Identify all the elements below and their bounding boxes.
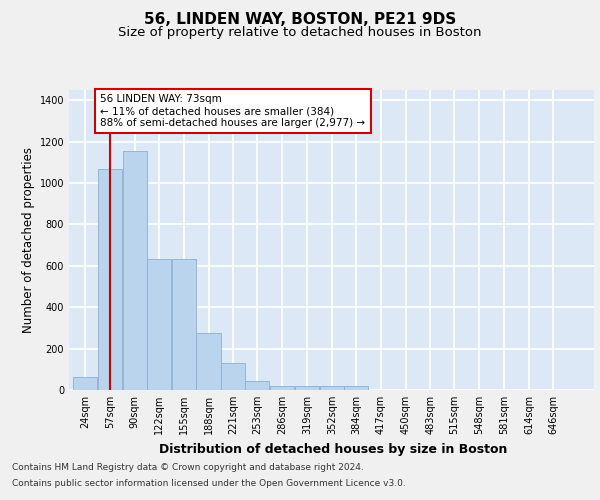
Text: Distribution of detached houses by size in Boston: Distribution of detached houses by size …	[159, 442, 507, 456]
Text: Size of property relative to detached houses in Boston: Size of property relative to detached ho…	[118, 26, 482, 39]
Text: Contains public sector information licensed under the Open Government Licence v3: Contains public sector information licen…	[12, 478, 406, 488]
Bar	[295, 386, 319, 390]
Text: 56, LINDEN WAY, BOSTON, PE21 9DS: 56, LINDEN WAY, BOSTON, PE21 9DS	[144, 12, 456, 28]
Bar	[196, 333, 221, 390]
Bar	[172, 258, 196, 390]
Bar	[123, 151, 147, 390]
Text: 56 LINDEN WAY: 73sqm
← 11% of detached houses are smaller (384)
88% of semi-deta: 56 LINDEN WAY: 73sqm ← 11% of detached h…	[101, 94, 365, 128]
Bar	[344, 386, 368, 390]
Bar	[221, 363, 245, 390]
Bar	[245, 380, 269, 390]
Y-axis label: Number of detached properties: Number of detached properties	[22, 147, 35, 333]
Bar	[98, 168, 122, 390]
Text: Contains HM Land Registry data © Crown copyright and database right 2024.: Contains HM Land Registry data © Crown c…	[12, 464, 364, 472]
Bar	[320, 386, 344, 390]
Bar	[147, 258, 171, 390]
Bar	[270, 386, 294, 390]
Bar	[73, 376, 97, 390]
